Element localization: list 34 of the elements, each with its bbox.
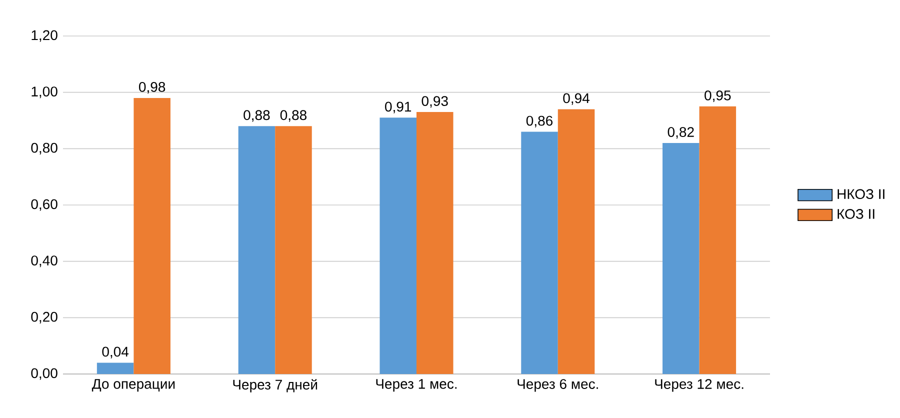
legend-label: КОЗ II [838,209,874,219]
data-label: 0,93 [422,96,448,108]
data-label: 0,82 [668,127,694,139]
bar [380,118,416,374]
y-tick-label: 1,20 [32,30,58,42]
x-tick-label: До операции [92,379,175,392]
data-label: 0,98 [138,82,166,94]
x-tick-label: Через 7 дней [233,379,318,392]
y-tick-label: 0,60 [31,199,58,211]
bar [699,106,736,374]
data-label: 0,88 [244,110,270,122]
data-label: 0,04 [102,346,129,358]
data-label: 0,94 [563,93,590,105]
y-tick-label: 0,40 [31,256,58,268]
y-tick-label: 0,20 [31,312,58,324]
y-tick-label: 0,00 [31,368,58,380]
x-tick-label: Через 12 мес. [655,379,744,392]
bar [238,126,276,374]
data-label: 0,95 [704,90,731,102]
x-tick-label: Через 1 мес. [376,379,457,392]
data-label: 0,86 [526,116,552,128]
bar [96,362,134,374]
y-tick-label: 1,00 [32,86,58,98]
bar [275,126,312,374]
bar [134,98,170,374]
x-tick-label: Через 6 мес. [518,379,598,392]
bar [558,109,595,374]
bar [416,112,454,374]
data-label: 0,88 [280,110,306,122]
data-label: 0,91 [385,102,412,114]
bar [662,143,700,374]
y-tick-label: 0,80 [31,142,58,154]
bar [521,132,558,374]
legend-label: НКОЗ II [838,189,884,200]
